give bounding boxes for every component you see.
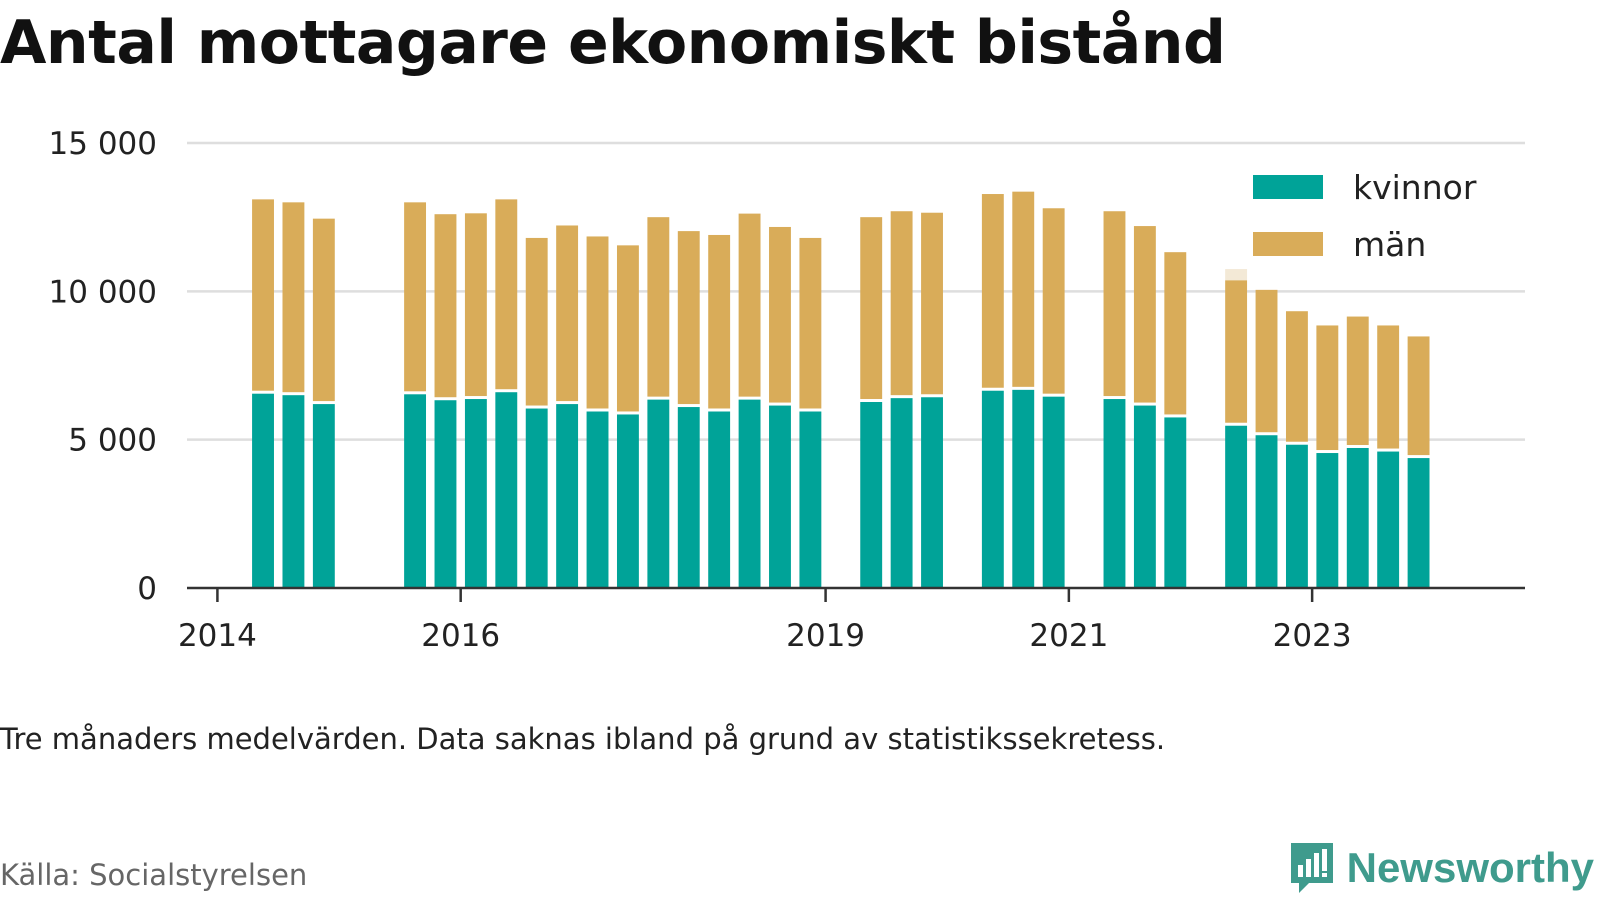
bar-man bbox=[677, 231, 700, 405]
x-tick-label: 2019 bbox=[786, 618, 865, 654]
bar-kvinnor bbox=[769, 405, 791, 588]
bar-kvinnor bbox=[1042, 396, 1065, 588]
bar-man bbox=[738, 213, 761, 397]
bar-kvinnor bbox=[1316, 453, 1339, 588]
bar-man bbox=[556, 225, 579, 402]
bar-man bbox=[1285, 311, 1308, 442]
bar-man bbox=[495, 199, 518, 390]
bar-man bbox=[860, 217, 883, 400]
bar-kvinnor bbox=[464, 399, 487, 588]
bar-man bbox=[1042, 208, 1065, 394]
y-tick-label: 10 000 bbox=[49, 274, 157, 310]
bar-kvinnor bbox=[1164, 417, 1187, 588]
bar-kvinnor bbox=[312, 404, 335, 588]
bar-man bbox=[647, 217, 670, 397]
chart-title: Antal mottagare ekonomiskt bistånd bbox=[0, 8, 1226, 78]
bar-kvinnor bbox=[525, 408, 548, 588]
y-tick-label: 5 000 bbox=[68, 423, 157, 459]
bar-man bbox=[1103, 211, 1126, 397]
y-tick-label: 0 bbox=[137, 571, 157, 607]
bar-man bbox=[525, 237, 548, 406]
bar-preliminary bbox=[1225, 269, 1248, 281]
bar-man bbox=[1255, 289, 1278, 433]
newsworthy-logo[interactable]: Newsworthy bbox=[1287, 838, 1594, 898]
bar-man bbox=[769, 226, 791, 403]
legend-swatch-kvinnor bbox=[1253, 175, 1323, 199]
x-tick-label: 2023 bbox=[1273, 618, 1352, 654]
bars bbox=[252, 191, 1430, 588]
brand-name: Newsworthy bbox=[1346, 844, 1594, 891]
newsworthy-chart-icon bbox=[1290, 843, 1333, 893]
bar-man bbox=[799, 237, 822, 409]
bar-kvinnor bbox=[860, 402, 883, 588]
bar-man bbox=[1346, 316, 1369, 445]
bar-kvinnor bbox=[616, 414, 639, 588]
bar-man bbox=[586, 236, 609, 409]
bar-kvinnor bbox=[1012, 389, 1035, 588]
bar-man bbox=[282, 202, 305, 393]
bar-kvinnor bbox=[434, 400, 457, 588]
bar-kvinnor bbox=[1133, 405, 1156, 588]
y-axis-labels: 0 5 000 10 000 15 000 bbox=[49, 126, 157, 607]
bar-man bbox=[1225, 280, 1248, 423]
legend-swatch-man bbox=[1253, 232, 1323, 256]
chart-note: Tre månaders medelvärden. Data saknas ib… bbox=[0, 722, 1166, 756]
bar-man bbox=[252, 199, 274, 391]
bar-man bbox=[708, 234, 731, 409]
bar-man bbox=[312, 218, 335, 402]
bar-man bbox=[616, 245, 639, 412]
bar-kvinnor bbox=[799, 411, 822, 588]
bar-kvinnor bbox=[252, 393, 274, 588]
y-tick-label: 15 000 bbox=[49, 126, 157, 162]
bar-kvinnor bbox=[1285, 444, 1308, 588]
bar-kvinnor bbox=[677, 407, 700, 588]
bar-kvinnor bbox=[890, 398, 913, 588]
bar-kvinnor bbox=[404, 394, 427, 588]
bar-man bbox=[1407, 336, 1430, 456]
bar-kvinnor bbox=[647, 399, 670, 588]
legend-label-man: män bbox=[1353, 225, 1426, 264]
bar-man bbox=[1316, 325, 1339, 451]
source-label: Källa: Socialstyrelsen bbox=[0, 858, 308, 892]
bar-man bbox=[1012, 191, 1035, 387]
bar-kvinnor bbox=[586, 411, 609, 588]
bar-kvinnor bbox=[921, 397, 943, 588]
bar-man bbox=[464, 213, 487, 397]
bar-kvinnor bbox=[495, 392, 518, 588]
bar-kvinnor bbox=[1407, 458, 1430, 588]
bar-kvinnor bbox=[981, 390, 1004, 588]
bar-kvinnor bbox=[1225, 425, 1248, 588]
x-axis: 2014 2016 2019 2021 2023 bbox=[178, 586, 1525, 654]
bar-man bbox=[404, 202, 427, 392]
bar-kvinnor bbox=[1255, 435, 1278, 588]
x-tick-label: 2014 bbox=[178, 618, 257, 654]
legend-label-kvinnor: kvinnor bbox=[1353, 168, 1477, 207]
bar-kvinnor bbox=[556, 404, 579, 588]
bar-kvinnor bbox=[1103, 399, 1126, 588]
x-tick-label: 2016 bbox=[421, 618, 500, 654]
bar-man bbox=[890, 211, 913, 396]
bar-kvinnor bbox=[282, 395, 305, 588]
bar-man bbox=[1377, 325, 1400, 449]
bar-man bbox=[921, 212, 943, 395]
bar-man bbox=[981, 194, 1004, 388]
bar-kvinnor bbox=[1377, 451, 1400, 588]
bar-man bbox=[1164, 252, 1187, 415]
bar-man bbox=[1133, 226, 1156, 403]
legend: kvinnor män bbox=[1253, 168, 1477, 264]
bar-kvinnor bbox=[1346, 447, 1369, 588]
bar-kvinnor bbox=[738, 399, 761, 588]
bar-man bbox=[434, 214, 457, 398]
x-tick-label: 2021 bbox=[1029, 618, 1108, 654]
bar-kvinnor bbox=[708, 411, 731, 588]
